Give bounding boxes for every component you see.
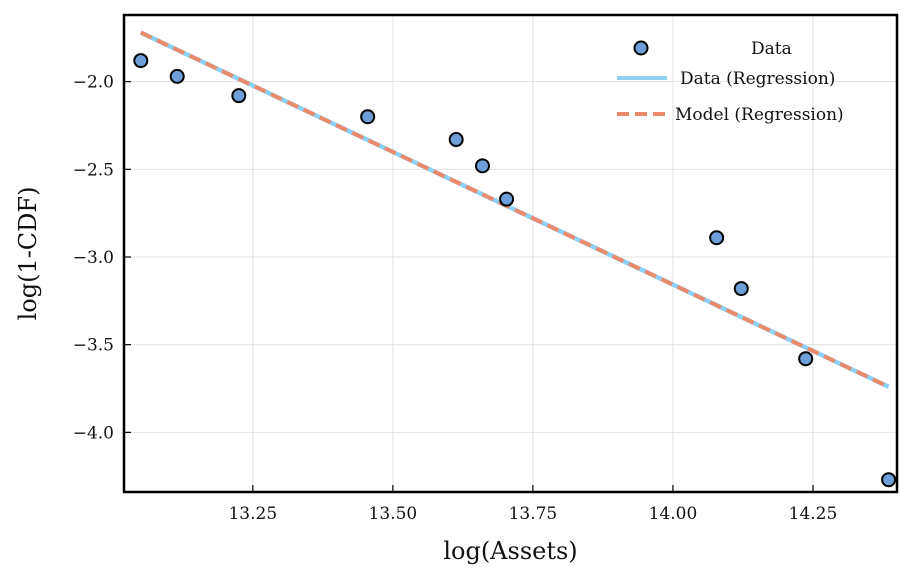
x-tick-label: 14.00 — [649, 504, 698, 524]
plot-series — [133, 30, 897, 488]
legend-entry-model-regression: Model (Regression) — [675, 105, 844, 125]
data-point — [499, 191, 515, 207]
data-point — [360, 109, 376, 125]
legend-marker-data — [633, 40, 649, 56]
axis-ticks: 13.25 13.50 13.75 14.00 14.25 −2.0 −2.5 −3.0 −3.… — [73, 73, 838, 524]
y-axis-label: log(1-CDF) — [14, 187, 42, 321]
data-point — [133, 53, 149, 69]
legend-entry-data: Data — [751, 39, 792, 59]
x-tick-label: 14.25 — [789, 504, 838, 524]
data-point — [231, 88, 247, 104]
x-tick-label: 13.75 — [509, 504, 558, 524]
y-tick-label: −4.0 — [73, 423, 114, 443]
data-point — [733, 281, 749, 297]
y-tick-label: −3.0 — [73, 248, 114, 268]
y-tick-label: −3.5 — [73, 336, 114, 356]
plot-frame — [122, 13, 899, 494]
y-tick-label: −2.5 — [73, 160, 114, 180]
data-point — [798, 351, 814, 367]
x-axis-label: log(Assets) — [443, 537, 577, 565]
x-tick-label: 13.25 — [228, 504, 277, 524]
data-point — [169, 68, 185, 84]
data-point — [448, 132, 464, 148]
y-tick-label: −2.0 — [73, 73, 114, 93]
grid — [124, 15, 897, 492]
model-regression-line — [139, 30, 890, 389]
data-point — [881, 472, 897, 488]
data-point — [474, 158, 490, 174]
legend-entry-data-regression: Data (Regression) — [680, 69, 835, 89]
x-tick-label: 13.50 — [369, 504, 418, 524]
data-point — [709, 230, 725, 246]
legend: Data Data (Regression) Model (Regression… — [617, 39, 844, 125]
